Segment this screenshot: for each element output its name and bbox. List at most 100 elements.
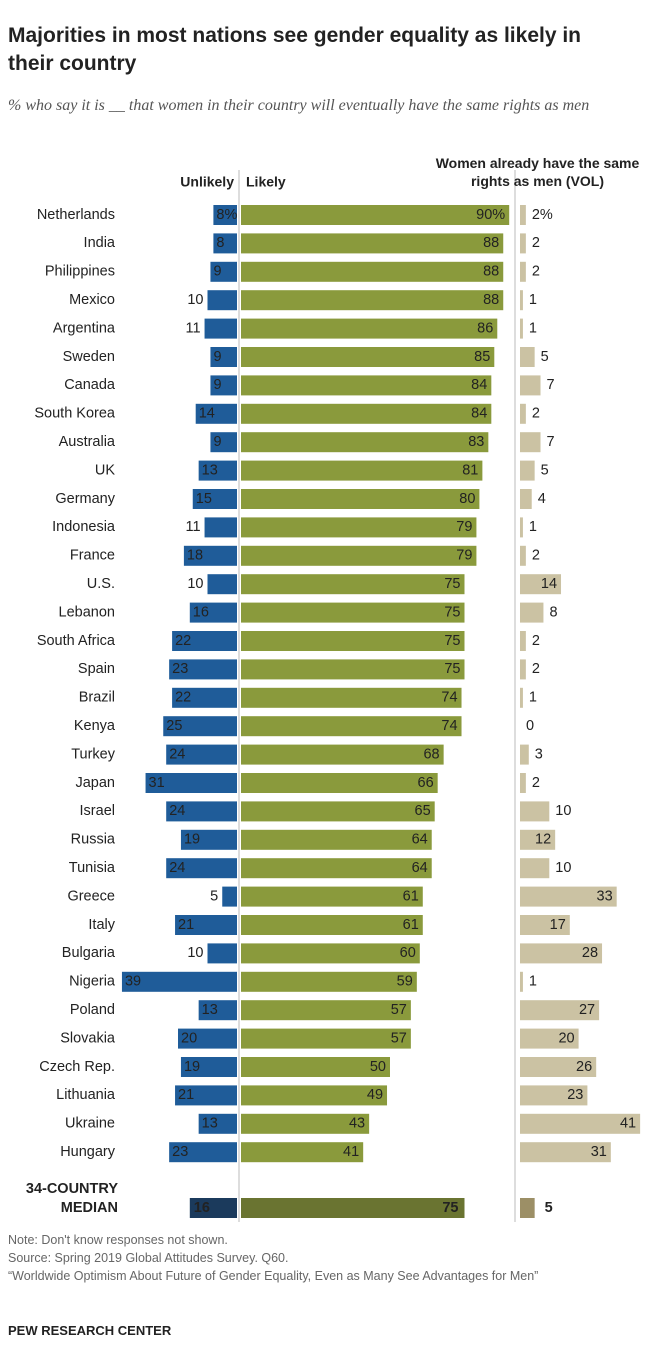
value-label: 79 [456, 519, 472, 535]
value-label: 1 [529, 690, 537, 706]
chart-subtitle: % who say it is __ that women in their c… [8, 97, 590, 114]
value-label: 88 [483, 235, 499, 251]
value-label: 9 [213, 377, 221, 393]
bar [183, 545, 237, 566]
bar [166, 744, 237, 765]
bar [520, 574, 562, 595]
category-label: Indonesia [52, 519, 116, 535]
category-label: Philippines [45, 264, 115, 280]
bar [520, 773, 526, 793]
value-label: 10 [555, 860, 571, 876]
bar [241, 1142, 364, 1163]
value-label: 65 [415, 803, 431, 819]
bar [241, 1057, 390, 1077]
bar [192, 489, 237, 509]
category-label: Nigeria [69, 974, 116, 990]
value-label: 2 [532, 633, 540, 649]
bar [520, 432, 541, 453]
value-label: 2 [532, 661, 540, 677]
bar [520, 517, 523, 538]
value-label: 28 [582, 945, 598, 961]
bar [241, 602, 465, 623]
value-label: 75 [444, 661, 460, 677]
category-label: Czech Rep. [39, 1059, 115, 1075]
value-label: 68 [423, 746, 439, 762]
category-label: Argentina [53, 320, 116, 336]
bar [198, 460, 237, 481]
bar [195, 403, 237, 424]
value-label: 2 [532, 235, 540, 251]
bar [241, 773, 438, 793]
category-label: Poland [70, 1002, 115, 1018]
bar [520, 290, 523, 311]
bar [241, 1028, 411, 1049]
value-label: 8 [549, 604, 557, 620]
bar [520, 858, 550, 879]
bar [163, 716, 237, 737]
bar [180, 829, 237, 850]
bar [145, 773, 237, 793]
value-label: 0 [526, 718, 534, 734]
chart: Unlikely Likely Women already have the sam… [26, 155, 641, 1222]
value-label: 64 [412, 832, 428, 848]
value-label: 43 [349, 1116, 365, 1132]
value-label: 60 [400, 945, 416, 961]
value-label: 23 [567, 1087, 583, 1103]
value-label: 74 [441, 690, 457, 706]
median-bar [241, 1198, 465, 1218]
bar [241, 744, 444, 765]
value-label: 88 [483, 264, 499, 280]
bar [204, 517, 237, 538]
bar [241, 971, 417, 992]
bar [241, 631, 465, 651]
value-label: 41 [620, 1116, 636, 1132]
value-label: 5 [210, 888, 218, 904]
bar [241, 318, 498, 339]
category-label: Turkey [71, 746, 116, 762]
category-label: Hungary [60, 1144, 116, 1160]
value-label: 1 [529, 974, 537, 990]
bar [241, 716, 462, 737]
median-value-label: 16 [194, 1200, 210, 1216]
bar [189, 602, 237, 623]
category-label: Spain [78, 661, 115, 677]
bar [241, 915, 423, 935]
bar [520, 1028, 579, 1049]
bar [520, 687, 523, 708]
value-label: 10 [187, 576, 203, 592]
value-label: 22 [175, 633, 191, 649]
bar [166, 801, 237, 822]
value-label: 17 [550, 917, 566, 933]
median-bar [520, 1198, 535, 1218]
value-label: 57 [391, 1030, 407, 1046]
value-label: 21 [178, 917, 194, 933]
bar [210, 375, 237, 396]
bar [241, 517, 477, 538]
bar [520, 545, 526, 566]
value-label: 11 [185, 320, 200, 336]
bar [520, 1057, 597, 1077]
bar [241, 858, 432, 879]
bar [520, 829, 556, 850]
bar [204, 318, 237, 339]
bar [520, 659, 526, 680]
value-label: 10 [187, 292, 203, 308]
value-label: 7 [547, 434, 555, 450]
bar [241, 829, 432, 850]
value-label: 8 [216, 235, 224, 251]
bar [520, 943, 603, 964]
bar [213, 233, 237, 254]
bar [241, 205, 510, 225]
bar [180, 1057, 237, 1077]
bar [241, 1085, 388, 1106]
value-label: 1 [529, 292, 537, 308]
category-label: UK [95, 462, 115, 478]
bar [172, 687, 237, 708]
value-label: 50 [370, 1059, 386, 1075]
bar [210, 261, 237, 282]
category-label: Italy [88, 917, 115, 933]
value-label: 21 [178, 1087, 194, 1103]
category-label: Israel [80, 803, 115, 819]
bar [241, 545, 477, 566]
